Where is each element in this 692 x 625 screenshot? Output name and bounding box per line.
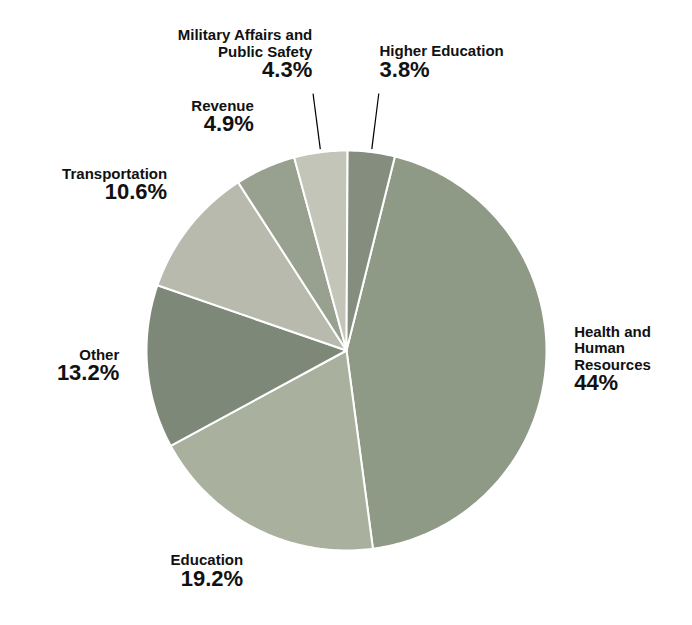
- svg-text:3.8%: 3.8%: [380, 57, 430, 82]
- svg-text:4.9%: 4.9%: [204, 111, 254, 136]
- svg-text:Education: Education: [170, 551, 244, 569]
- svg-text:10.6%: 10.6%: [105, 179, 167, 204]
- svg-text:13.2%: 13.2%: [57, 360, 119, 385]
- svg-text:Transportation: Transportation: [62, 164, 168, 182]
- svg-text:19.2%: 19.2%: [181, 566, 243, 591]
- svg-text:44%: 44%: [574, 370, 618, 395]
- svg-text:Revenue: Revenue: [191, 97, 254, 114]
- svg-text:Other: Other: [79, 345, 120, 363]
- svg-text:Higher Education: Higher Education: [379, 42, 504, 60]
- svg-text:4.3%: 4.3%: [262, 57, 312, 82]
- svg-text:Health andHumanResources: Health andHumanResources: [574, 323, 651, 373]
- svg-text:Military Affairs andPublic Saf: Military Affairs andPublic Safety: [178, 26, 313, 60]
